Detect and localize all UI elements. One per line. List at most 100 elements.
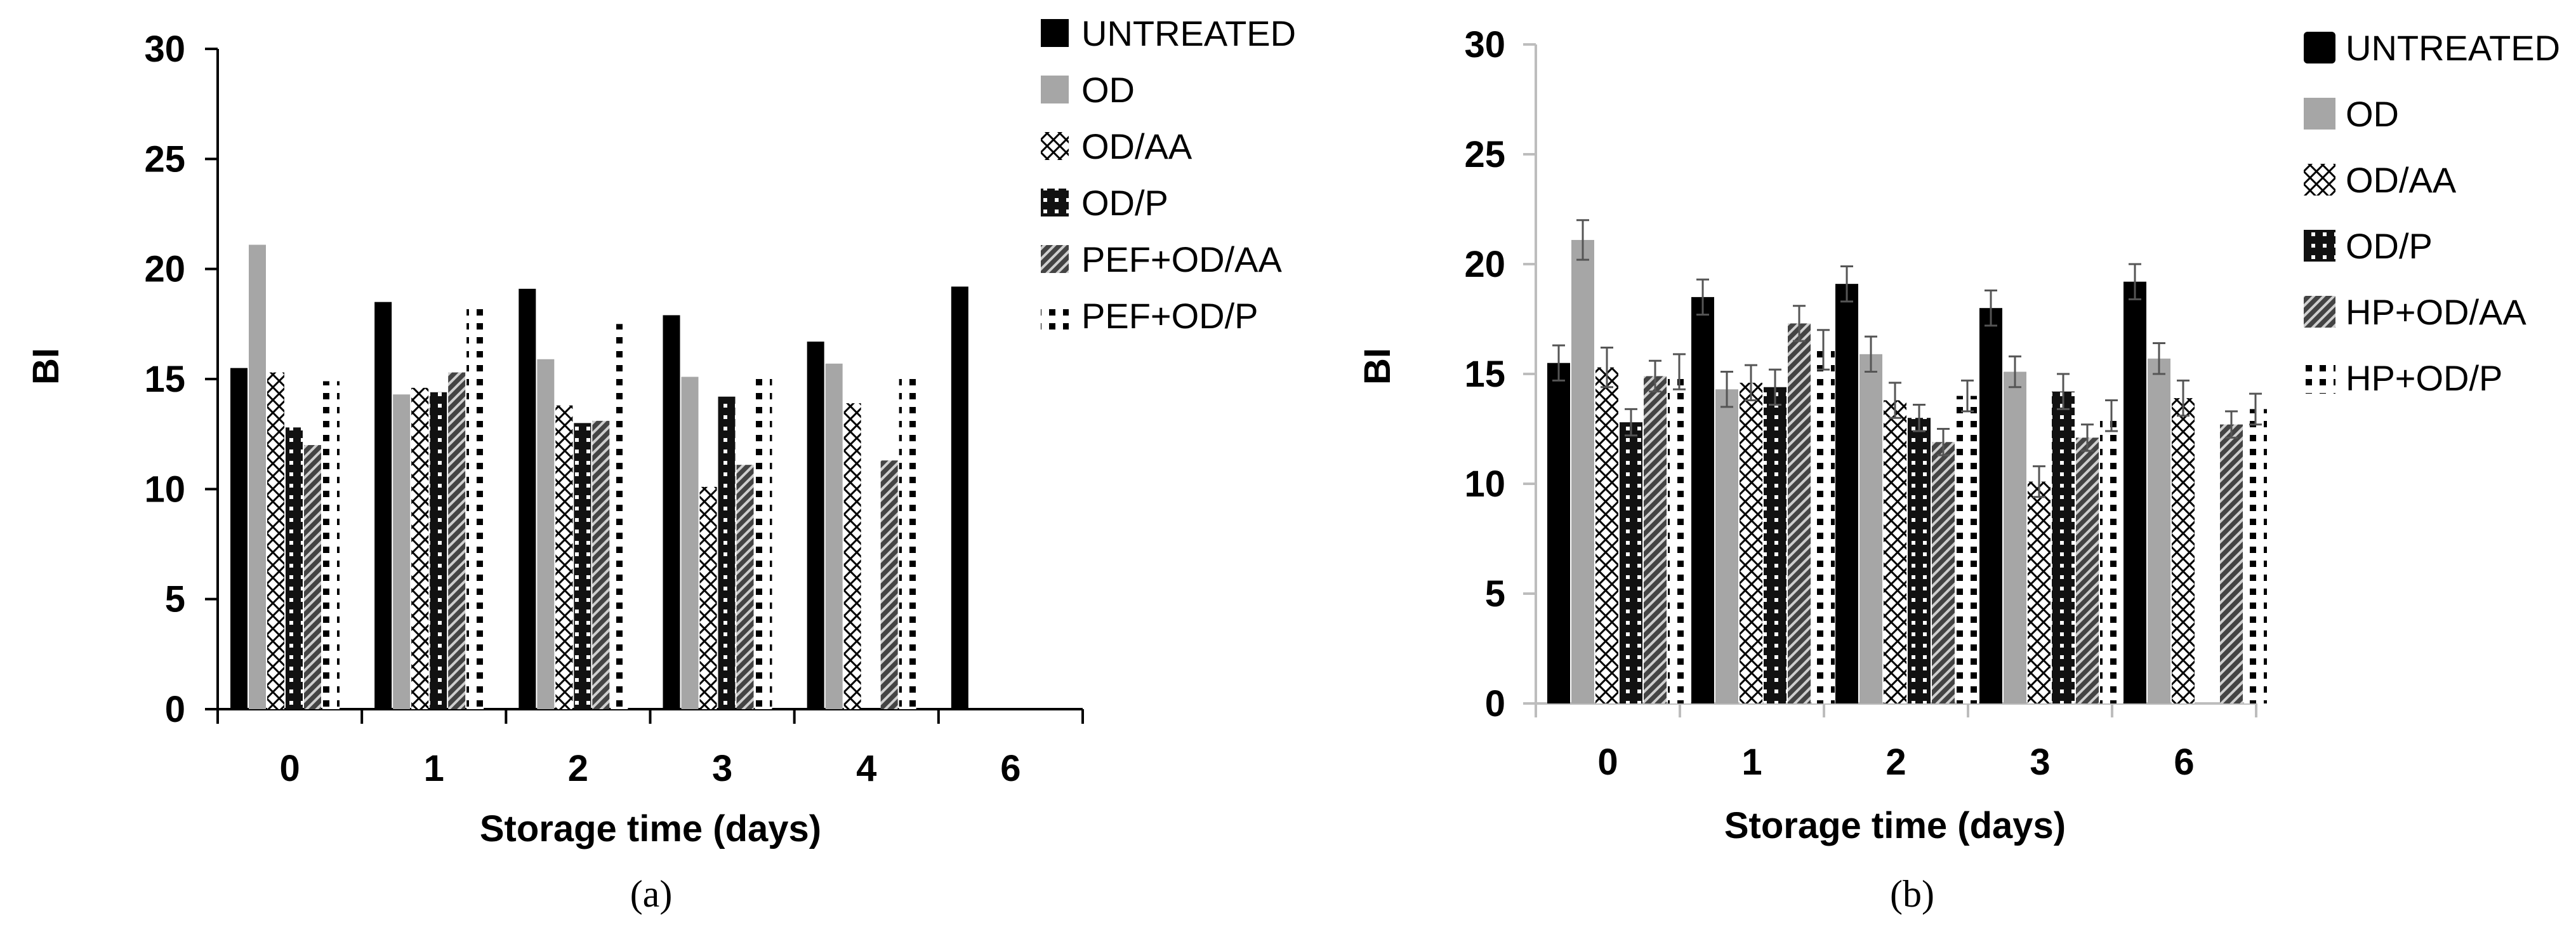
bar <box>430 392 447 709</box>
y-tick-label: 20 <box>144 249 185 290</box>
bar <box>1788 323 1811 703</box>
bar <box>1835 284 1858 703</box>
legend-swatch <box>1041 245 1069 273</box>
bar <box>2148 358 2170 703</box>
x-tick-label: 3 <box>2030 742 2050 783</box>
bar <box>736 465 754 709</box>
legend-entry: OD/P <box>1041 183 1168 223</box>
bar <box>681 376 699 709</box>
bar <box>1979 308 2002 703</box>
legend-entry: PEF+OD/AA <box>1041 239 1283 279</box>
y-tick-label: 0 <box>165 689 185 730</box>
bar <box>2100 415 2123 703</box>
chart-panel-b: 0 5 10 15 20 25 30 0 1 2 3 6 UNTREATED OD OD/AA OD/P HP… <box>1357 24 2560 915</box>
legend-label: UNTREATED <box>1081 13 1296 53</box>
bar <box>951 286 968 709</box>
bar <box>304 445 321 709</box>
error-bar <box>2057 373 2070 410</box>
y-tick-label: 0 <box>1485 683 1505 724</box>
bar <box>2220 424 2243 703</box>
x-tick-label: 0 <box>1597 742 1618 783</box>
error-bar <box>1552 344 1565 382</box>
bar <box>322 381 340 709</box>
y-tick-label: 10 <box>1464 463 1505 505</box>
bar <box>1908 418 1931 703</box>
x-tick-label: 4 <box>856 748 876 789</box>
error-bar <box>1745 364 1757 402</box>
error-bar <box>1696 278 1709 316</box>
bar <box>267 372 284 709</box>
bar <box>249 244 266 709</box>
bars-b <box>1547 219 2267 703</box>
legend-swatch <box>2304 296 2335 328</box>
error-bar <box>1625 408 1637 437</box>
y-tick-label: 5 <box>165 579 185 620</box>
bar <box>825 363 843 709</box>
bar <box>718 396 736 709</box>
legend-swatch <box>2304 164 2335 196</box>
legend-swatch <box>1041 302 1069 330</box>
legend-swatch <box>2304 362 2335 394</box>
legend-entry: UNTREATED <box>1041 13 1296 53</box>
legend-entry: HP+OD/P <box>2304 358 2502 398</box>
error-bar <box>1769 368 1781 406</box>
bar <box>1620 422 1642 703</box>
bar <box>1668 371 1691 703</box>
error-bar <box>2249 392 2262 426</box>
bar <box>2124 281 2146 703</box>
y-axis-title-a: BI <box>25 348 67 385</box>
bar <box>880 460 898 709</box>
bar <box>2172 398 2195 703</box>
legend-entry: OD/P <box>2304 226 2433 266</box>
legend-label: PEF+OD/AA <box>1081 239 1283 279</box>
bar <box>286 427 303 709</box>
legend-label: OD/P <box>1081 183 1168 223</box>
legend-entry: HP+OD/AA <box>2304 292 2526 332</box>
error-bar <box>2033 465 2045 498</box>
error-bar <box>1961 379 1974 413</box>
x-tick-label: 0 <box>279 748 300 789</box>
bar <box>663 315 680 709</box>
legend-label: OD/AA <box>1081 126 1192 166</box>
legend-label: PEF+OD/P <box>1081 296 1258 336</box>
legend-swatch <box>2304 230 2335 262</box>
x-axis-title-b: Storage time (days) <box>1724 805 2066 846</box>
bar <box>611 324 628 709</box>
x-axis-title-a: Storage time (days) <box>480 808 821 849</box>
y-tick-label: 25 <box>1464 134 1505 175</box>
bar <box>466 302 484 710</box>
legend-entry: OD/AA <box>1041 126 1192 166</box>
bar <box>537 359 555 709</box>
legend-swatch <box>2304 32 2335 63</box>
error-bar <box>1840 265 1853 303</box>
error-bar <box>1913 403 1925 432</box>
legend-swatch <box>1041 76 1069 103</box>
bar <box>755 376 772 709</box>
legend-entry: OD/AA <box>2304 160 2457 200</box>
bar <box>1691 296 1714 703</box>
legend-label: HP+OD/P <box>2346 358 2502 398</box>
legend-a: UNTREATED OD OD/AA OD/P PEF+OD/AA PEF+OD/P <box>1041 13 1296 336</box>
legend-label: OD <box>2346 94 2399 134</box>
y-tick-label: 30 <box>1464 24 1505 65</box>
error-bar <box>2105 399 2118 432</box>
y-tick-label: 25 <box>144 138 185 180</box>
legend-label: HP+OD/AA <box>2346 292 2526 332</box>
error-bar <box>2225 410 2238 439</box>
y-tick-label: 15 <box>144 359 185 400</box>
caption-b: (b) <box>1890 873 1934 915</box>
bar <box>1740 382 1762 703</box>
error-bar <box>1721 371 1733 408</box>
bar <box>411 387 429 709</box>
bar <box>393 394 411 709</box>
bar <box>374 302 392 710</box>
y-tick-label: 15 <box>1464 354 1505 395</box>
bar <box>2052 391 2075 703</box>
bar <box>1644 376 1667 703</box>
bar <box>1859 354 1882 703</box>
bar <box>2244 409 2267 703</box>
bar <box>1764 387 1787 703</box>
legend-entry: OD <box>1041 70 1135 110</box>
bar <box>555 405 573 709</box>
